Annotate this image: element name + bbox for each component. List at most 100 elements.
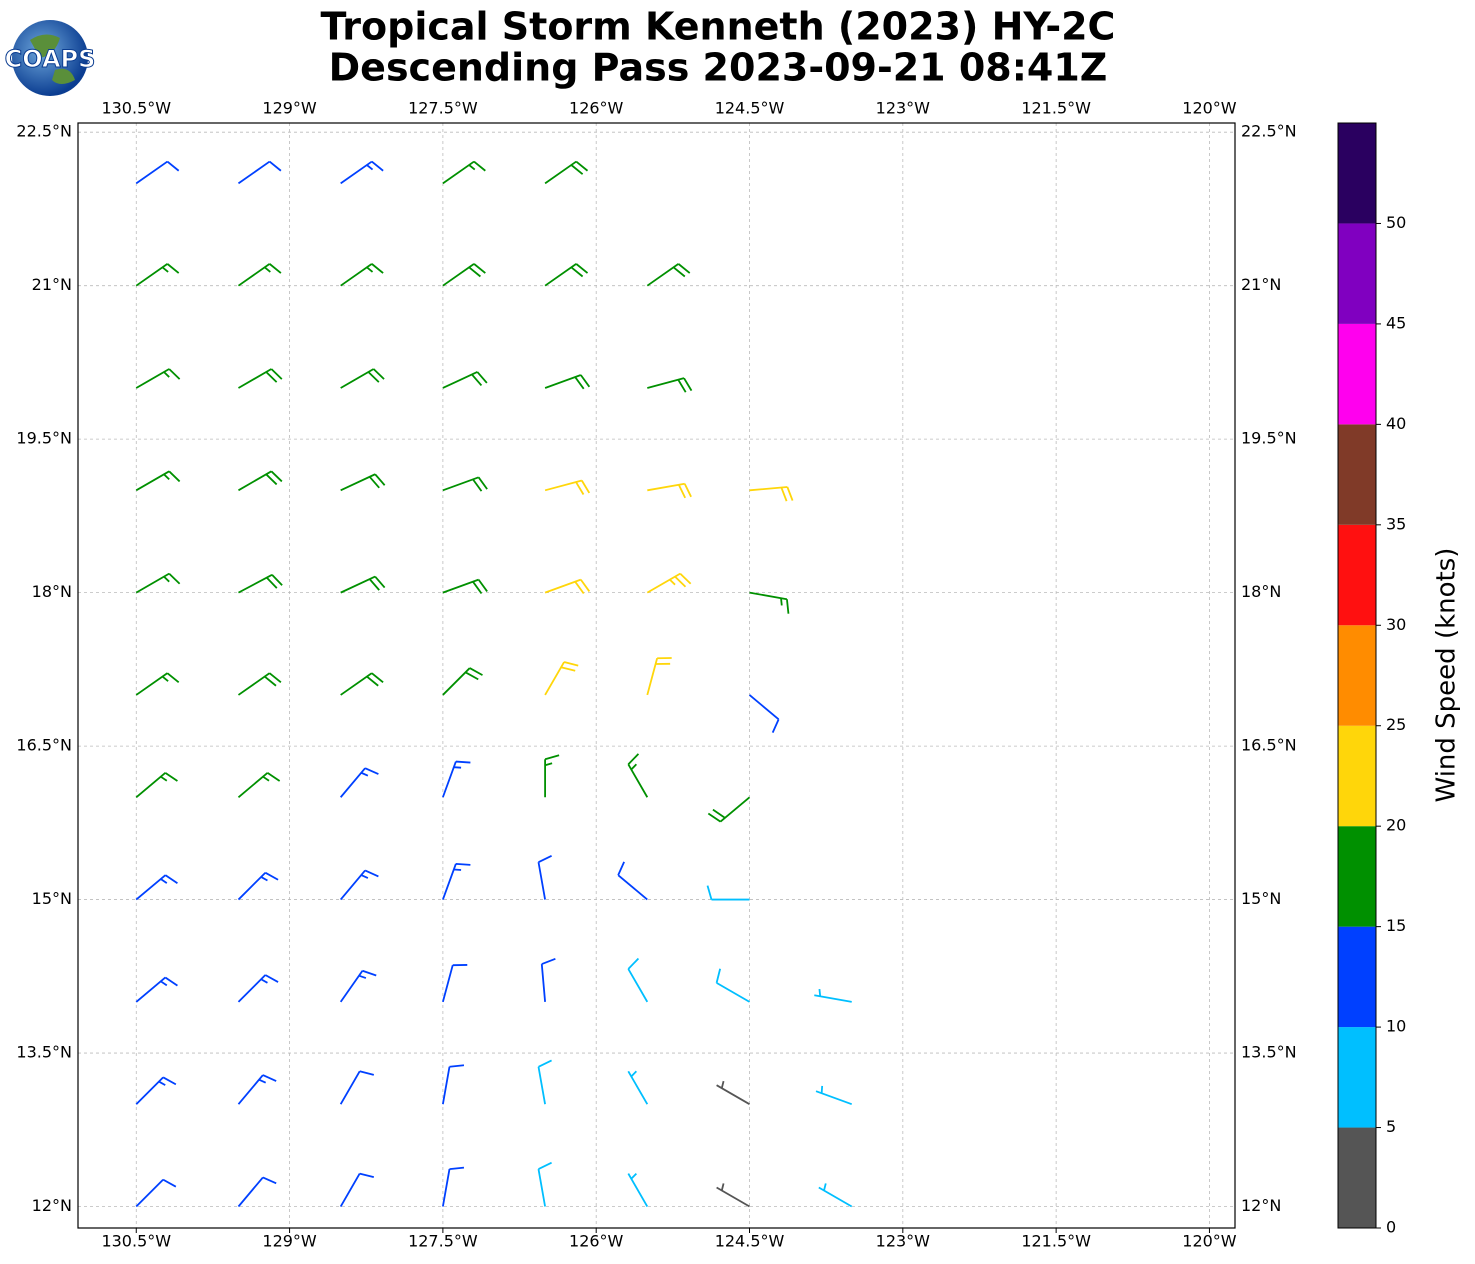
wind-barb: [627, 1172, 649, 1207]
wind-barb: [540, 957, 556, 1002]
wind-barb: [340, 672, 384, 696]
x-tick-label: 130.5°W: [101, 1232, 171, 1251]
colorbar-tick-label: 10: [1386, 1017, 1406, 1036]
wind-barb: [237, 1074, 277, 1105]
wind-barb: [544, 160, 589, 185]
colorbar-segment: [1338, 223, 1376, 324]
colorbar-segment: [1338, 625, 1376, 726]
chart-title: Tropical Storm Kenneth (2023) HY-2C: [321, 5, 1116, 49]
x-tick-label: 129°W: [262, 1232, 317, 1251]
colorbar-tick-label: 40: [1386, 414, 1406, 433]
x-tick-label: 127.5°W: [408, 1232, 478, 1251]
wind-barb: [339, 1172, 375, 1207]
wind-barb: [238, 368, 283, 389]
wind-barb: [135, 976, 178, 1003]
wind-barb: [237, 1176, 277, 1208]
x-tick-label-top: 129°W: [262, 99, 317, 118]
wind-barb: [544, 578, 591, 594]
colorbar-segment: [1338, 524, 1376, 626]
x-tick-label-top: 120°W: [1182, 99, 1237, 118]
wind-barb: [544, 754, 560, 798]
wind-barb: [237, 672, 282, 696]
wind-barb: [818, 1183, 853, 1208]
colorbar-segment: [1338, 323, 1376, 425]
x-tick-label-top: 127.5°W: [408, 99, 478, 118]
x-tick-label: 120°W: [1182, 1232, 1237, 1251]
plot-frame: [77, 122, 1236, 1229]
colorbar-segment: [1338, 826, 1376, 927]
wind-barb: [544, 661, 579, 696]
colorbar-segment: [1338, 725, 1376, 827]
y-tick-label-right: 16.5°N: [1241, 736, 1297, 755]
x-tick-label-top: 121.5°W: [1021, 99, 1091, 118]
y-tick-label: 13.5°N: [16, 1043, 72, 1062]
wind-barb: [441, 1166, 465, 1207]
x-tick-label: 123°W: [876, 1232, 931, 1251]
wind-barb: [340, 473, 386, 492]
wind-barb: [715, 968, 750, 1003]
wind-barb: [340, 160, 384, 185]
logo: COAPS: [4, 20, 96, 96]
wind-barb: [339, 1070, 375, 1105]
wind-barb: [238, 470, 283, 492]
y-tick-label: 15°N: [32, 889, 72, 908]
colorbar: 0 5 10 15 20 25 30 35 40 45 50: [1337, 122, 1406, 1237]
colorbar-segment: [1338, 926, 1376, 1028]
colorbar-tick-label: 5: [1386, 1117, 1396, 1136]
wind-barb: [544, 479, 591, 495]
x-tick-label-top: 124.5°W: [715, 99, 785, 118]
wind-barb: [749, 486, 794, 502]
x-tick-label: 126°W: [569, 1232, 624, 1251]
wind-barb: [442, 263, 486, 287]
y-tick-label-right: 18°N: [1241, 582, 1281, 601]
colorbar-tick-label: 50: [1386, 213, 1406, 232]
wind-barb: [135, 160, 180, 185]
wind-barb: [441, 1064, 465, 1105]
wind-barb: [135, 263, 180, 287]
colorbar-segment: [1338, 1127, 1376, 1228]
colorbar-tick-label: 15: [1386, 916, 1406, 935]
colorbar-segment: [1338, 123, 1376, 224]
y-tick-label: 19.5°N: [16, 429, 72, 448]
logo-land: [30, 34, 75, 84]
wind-barb: [815, 1085, 853, 1106]
wind-barb: [544, 263, 589, 287]
wind-barb: [647, 482, 692, 499]
wind-barb: [627, 1070, 649, 1105]
wind-barb: [340, 368, 385, 389]
wind-barb: [814, 988, 852, 1003]
x-tick-label: 124.5°W: [715, 1232, 785, 1251]
y-tick-label-right: 21°N: [1241, 275, 1281, 294]
wind-barb: [617, 861, 648, 901]
grid: 130.5°W 130.5°W 129°W 129°W 127.5°W 127.5°W 12…: [16, 99, 1296, 1251]
wind-barb: [537, 1161, 552, 1207]
colorbar-segment: [1338, 1027, 1376, 1128]
wind-barb: [135, 572, 181, 594]
x-tick-label-top: 123°W: [876, 99, 931, 118]
colorbar-tick-label: 30: [1386, 615, 1406, 634]
y-tick-label-right: 15°N: [1241, 889, 1281, 908]
y-tick-label: 21°N: [32, 275, 72, 294]
wind-barb: [646, 572, 692, 594]
wind-barb: [135, 772, 178, 798]
wind-barb: [748, 694, 780, 734]
wind-barb: [442, 862, 471, 900]
colorbar-tick-label: 45: [1386, 313, 1406, 332]
colorbar-tick-label: 25: [1386, 715, 1406, 734]
wind-barb: [646, 263, 691, 287]
wind-barb: [237, 772, 281, 798]
y-tick-label-right: 13.5°N: [1241, 1043, 1297, 1062]
wind-barb: [646, 657, 672, 696]
wind-barb: [135, 470, 181, 492]
wind-barb: [647, 377, 693, 393]
wind-barb: [442, 578, 488, 594]
x-tick-label-top: 126°W: [569, 99, 624, 118]
colorbar-tick-label: 0: [1386, 1218, 1396, 1237]
wind-barb: [339, 767, 379, 798]
wind-barb: [627, 753, 649, 798]
y-tick-label-right: 12°N: [1241, 1196, 1281, 1215]
chart-subtitle: Descending Pass 2023-09-21 08:41Z: [329, 46, 1108, 90]
wind-barb: [340, 575, 386, 594]
wind-barb: [237, 263, 282, 287]
